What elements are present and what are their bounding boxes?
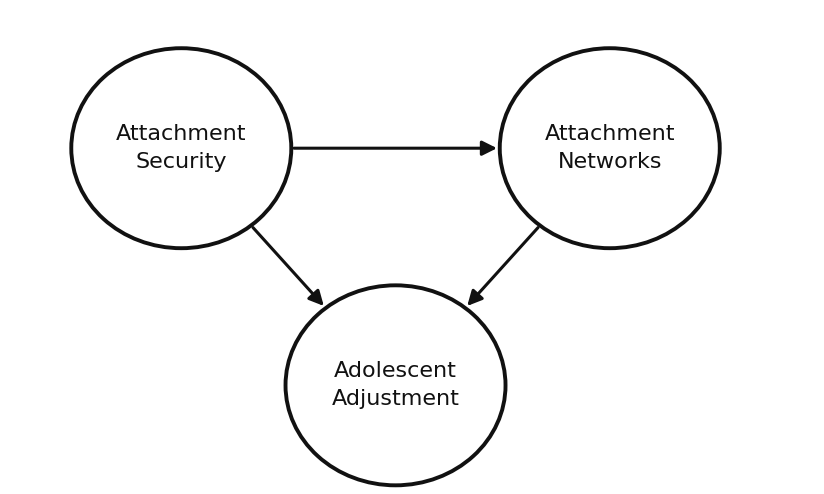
Ellipse shape [500, 48, 719, 248]
Text: Adolescent
Adjustment: Adolescent Adjustment [331, 361, 460, 410]
Ellipse shape [72, 48, 291, 248]
Text: Attachment
Networks: Attachment Networks [545, 124, 675, 172]
Text: Attachment
Security: Attachment Security [116, 124, 246, 172]
Ellipse shape [286, 286, 505, 485]
